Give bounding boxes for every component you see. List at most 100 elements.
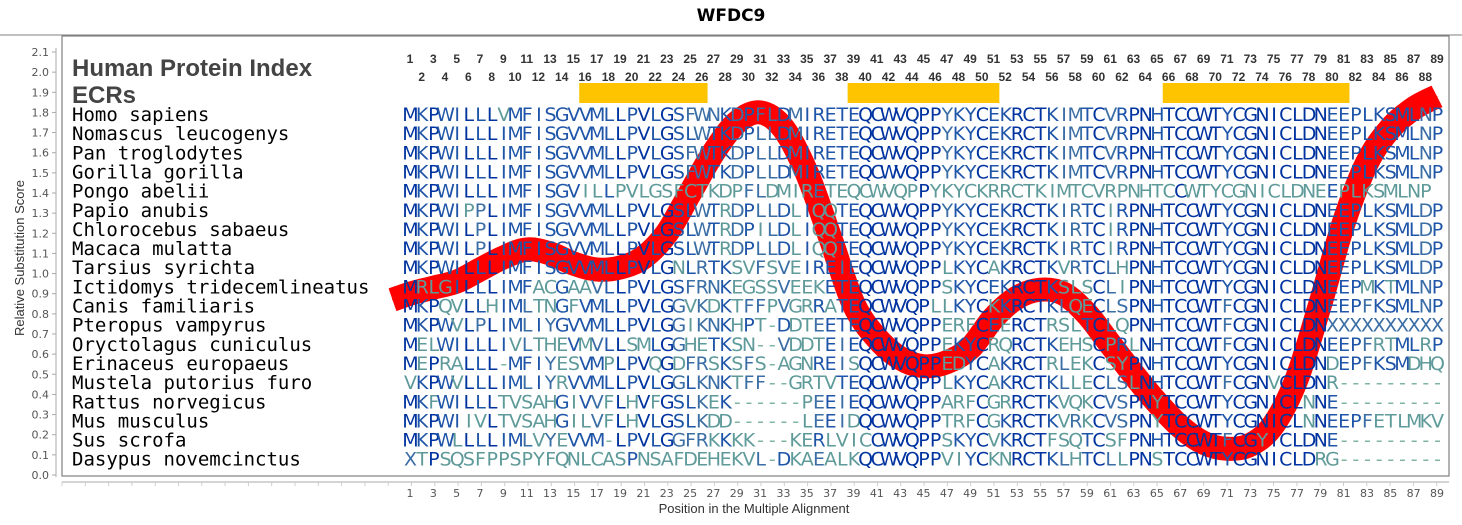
residue: T bbox=[1162, 123, 1175, 145]
residue: Y bbox=[964, 296, 977, 318]
residue: T bbox=[1162, 104, 1175, 126]
residue: R bbox=[801, 296, 814, 318]
index-number: 85 bbox=[1384, 52, 1398, 66]
sequence-row: MK PWV L P L I M L I Y GV VM L L P V L GG I K N K H P T - DD T E E T E Q… bbox=[402, 315, 1445, 337]
index-number: 39 bbox=[847, 52, 861, 66]
y-tick-label: 0.2 bbox=[32, 429, 50, 442]
residue: M bbox=[1394, 334, 1409, 356]
residue: T bbox=[1209, 257, 1222, 279]
residue: M bbox=[402, 123, 417, 145]
residue: R bbox=[812, 257, 825, 279]
residue: S bbox=[1081, 276, 1092, 298]
index-number: 34 bbox=[788, 70, 802, 84]
residue: N bbox=[1419, 276, 1432, 298]
residue: C bbox=[1022, 142, 1035, 164]
residue: - bbox=[769, 353, 775, 375]
residue: C bbox=[1279, 200, 1292, 222]
residue: L bbox=[1129, 372, 1140, 394]
residue: C bbox=[976, 353, 989, 375]
residue: I bbox=[1061, 161, 1066, 183]
residue: M bbox=[402, 142, 417, 164]
residue: F bbox=[743, 181, 753, 203]
residue: M bbox=[507, 315, 522, 337]
residue: Q bbox=[905, 104, 919, 126]
score-point bbox=[736, 122, 738, 123]
residue: N bbox=[1244, 181, 1257, 203]
residue: V bbox=[894, 123, 907, 145]
residue: C bbox=[1092, 238, 1105, 260]
residue: T bbox=[532, 296, 545, 318]
residue: Y bbox=[964, 449, 977, 471]
residue: I bbox=[1061, 200, 1066, 222]
residue: P bbox=[1350, 123, 1361, 145]
y-tick-label: 1.6 bbox=[32, 147, 50, 160]
residue: - bbox=[1422, 430, 1428, 452]
residue: K bbox=[1373, 161, 1386, 183]
residue: D bbox=[1407, 353, 1421, 375]
residue: I bbox=[840, 410, 845, 432]
residue: P bbox=[1432, 123, 1443, 145]
residue: L bbox=[604, 372, 615, 394]
residue: Y bbox=[1256, 430, 1269, 452]
index-number: 32 bbox=[765, 70, 779, 84]
residue: M bbox=[589, 372, 604, 394]
residue: M bbox=[589, 238, 604, 260]
residue: L bbox=[475, 296, 486, 318]
residue: D bbox=[1302, 430, 1316, 452]
residue: V bbox=[579, 430, 592, 452]
residue: P bbox=[428, 372, 439, 394]
residue: P bbox=[918, 372, 929, 394]
residue: L bbox=[1292, 430, 1303, 452]
residue: C bbox=[1174, 200, 1187, 222]
residue: S bbox=[1058, 276, 1069, 298]
residue: L bbox=[650, 238, 661, 260]
residue: T bbox=[1162, 449, 1175, 471]
residue: - bbox=[1341, 449, 1347, 471]
residue: V bbox=[637, 238, 650, 260]
residue: - bbox=[1376, 449, 1382, 471]
residue: N bbox=[543, 296, 556, 318]
index-number: 70 bbox=[1209, 70, 1223, 84]
residue: C bbox=[1162, 181, 1175, 203]
residue: L bbox=[475, 276, 486, 298]
residue: F bbox=[1362, 334, 1372, 356]
residue: M bbox=[1406, 410, 1421, 432]
residue: D bbox=[730, 161, 744, 183]
residue: L bbox=[650, 430, 661, 452]
residue: Y bbox=[941, 200, 954, 222]
residue: L bbox=[1070, 315, 1081, 337]
residue: W bbox=[436, 372, 455, 394]
index-number: 88 bbox=[1419, 70, 1433, 84]
residue: R bbox=[999, 391, 1012, 413]
residue: T bbox=[836, 372, 849, 394]
residue: L bbox=[942, 257, 953, 279]
residue: V bbox=[894, 315, 907, 337]
residue: K bbox=[941, 181, 954, 203]
residue: E bbox=[1338, 238, 1349, 260]
residue: K bbox=[719, 353, 732, 375]
residue: L bbox=[604, 315, 615, 337]
residue: N bbox=[707, 372, 720, 394]
residue: V bbox=[1104, 410, 1117, 432]
residue: T bbox=[1034, 257, 1047, 279]
residue: D bbox=[730, 142, 744, 164]
sequence-row: ME LW I L L L I V L T H E VMV L L SM L GGH E T K S N - - VDD T E I E Q… bbox=[402, 334, 1443, 356]
residue: P bbox=[1128, 219, 1139, 241]
residue: C bbox=[1022, 391, 1035, 413]
residue: L bbox=[650, 296, 661, 318]
residue: K bbox=[953, 104, 966, 126]
residue: K bbox=[953, 200, 966, 222]
residue: L bbox=[475, 391, 486, 413]
residue: I bbox=[1050, 181, 1055, 203]
residue: G bbox=[660, 123, 674, 145]
residue: K bbox=[1034, 181, 1047, 203]
score-point bbox=[1039, 289, 1041, 291]
residue: L bbox=[464, 238, 475, 260]
residue: Q bbox=[811, 200, 825, 222]
residue: R bbox=[801, 181, 814, 203]
residue: W bbox=[693, 200, 712, 222]
residue: K bbox=[416, 410, 429, 432]
residue: L bbox=[755, 181, 766, 203]
residue: P bbox=[930, 200, 941, 222]
residue: H bbox=[1150, 430, 1163, 452]
